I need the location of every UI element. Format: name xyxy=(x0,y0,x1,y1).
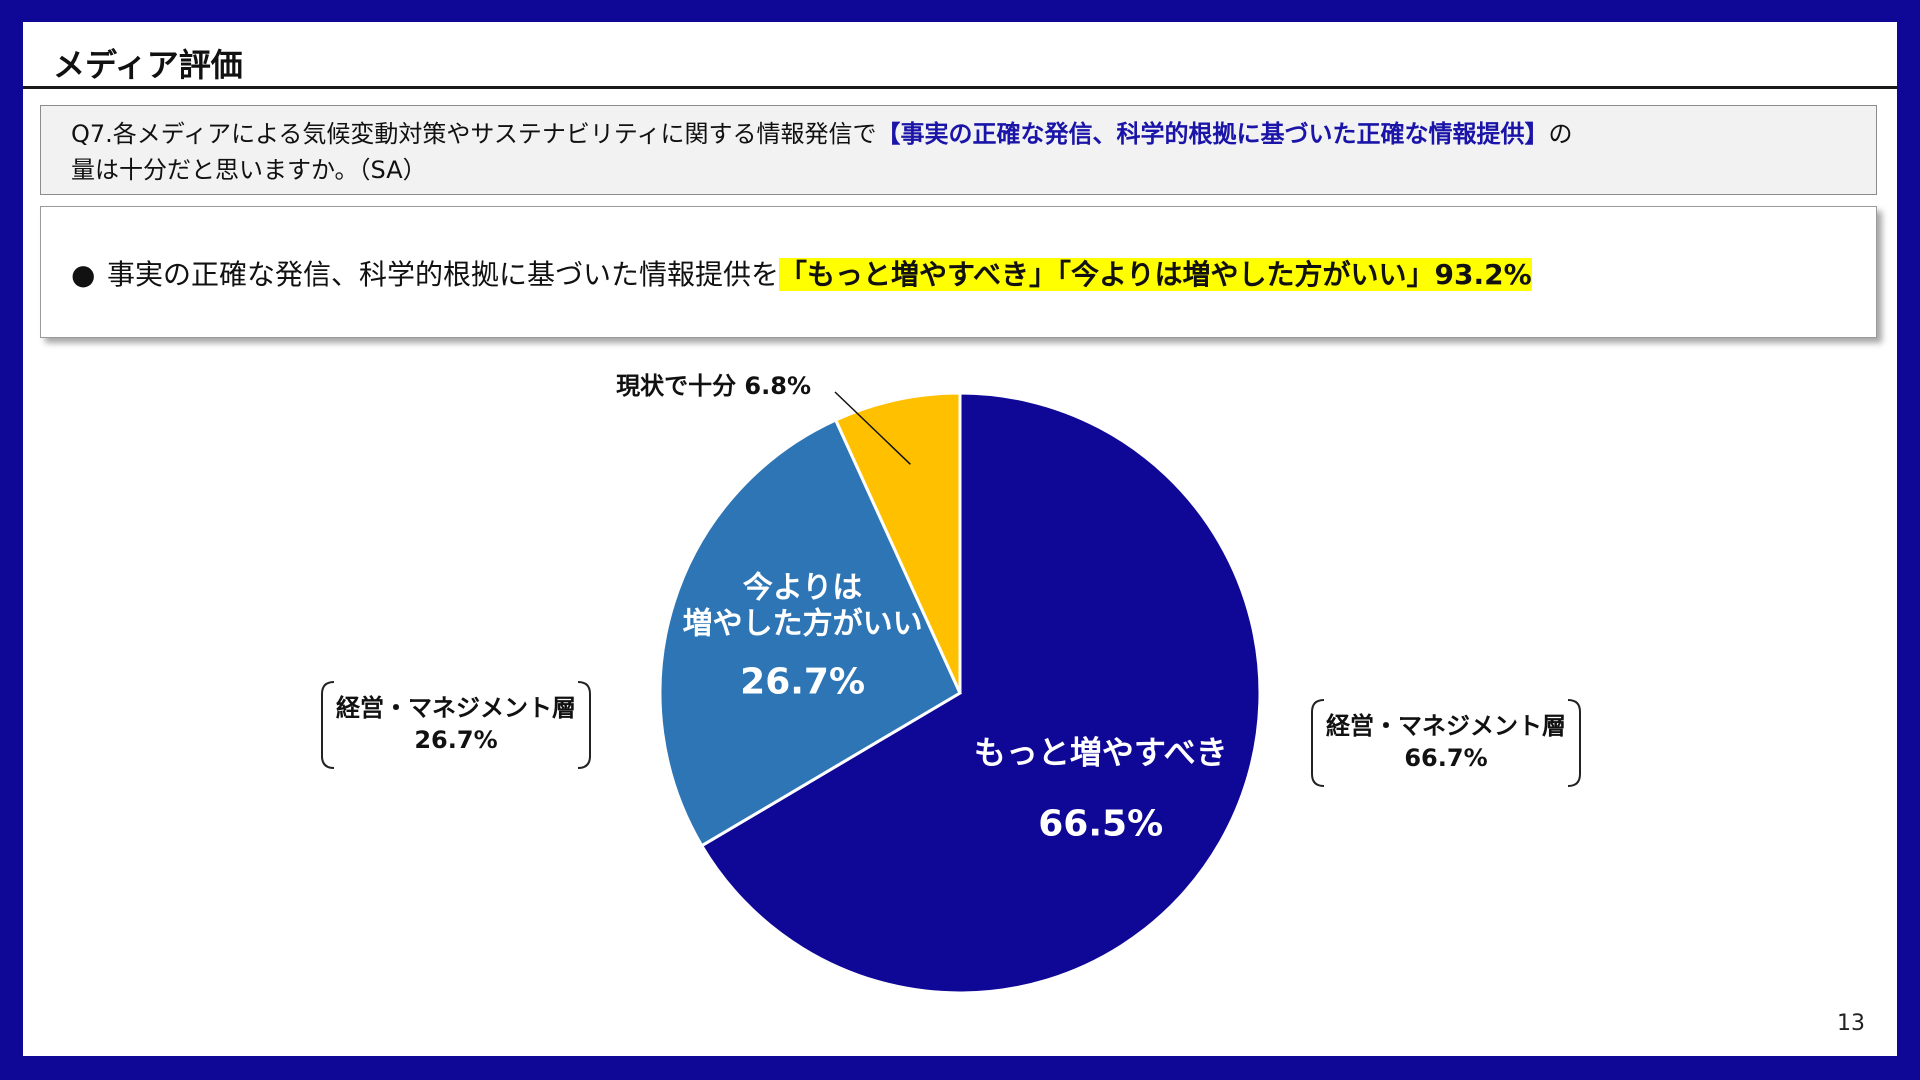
pie-slice xyxy=(658,417,962,848)
summary-text: 事実の正確な発信、科学的根拠に基づいた情報提供を xyxy=(107,258,780,291)
question-prefix: Q7.各メディアによる気候変動対策やサステナビリティに関する情報発信で xyxy=(71,120,877,148)
title-divider xyxy=(23,86,1897,89)
question-suffix: の xyxy=(1548,120,1573,148)
slice-label: もっと増やすべき xyxy=(974,733,1228,771)
summary-box: ● 事実の正確な発信、科学的根拠に基づいた情報提供を「もっと増やすべき」「今よりは… xyxy=(40,206,1877,338)
bracket-icon xyxy=(321,681,591,769)
callout-right-line2: 66.7% xyxy=(1404,744,1488,772)
callout-left-line2: 26.7% xyxy=(414,726,498,754)
summary-line: ● 事実の正確な発信、科学的根拠に基づいた情報提供を「もっと増やすべき」「今よりは… xyxy=(71,253,1532,293)
slice-label: 増やした方がいい xyxy=(683,606,923,641)
question-highlight: 【事実の正確な発信、科学的根拠に基づいた正確な情報提供】 xyxy=(876,120,1549,148)
callout-right-line1: 経営・マネジメント層 xyxy=(1326,712,1566,740)
question-line2: 量は十分だと思いますか。（SA） xyxy=(71,156,427,184)
slice-value-label: 66.5% xyxy=(1038,803,1163,844)
slice-label: 今よりは xyxy=(743,570,862,605)
bullet-icon: ● xyxy=(71,258,96,291)
bracket-icon xyxy=(1311,699,1581,787)
page-number: 13 xyxy=(1837,1011,1865,1036)
slice-value-label: 26.7% xyxy=(740,661,865,702)
callout-right: 経営・マネジメント層 66.7% xyxy=(1310,698,1582,788)
summary-highlight: 「もっと増やすべき」「今よりは増やした方がいい」93.2% xyxy=(779,258,1532,291)
page-title: メディア評価 xyxy=(53,46,243,84)
callout-left-line1: 経営・マネジメント層 xyxy=(336,694,576,722)
pie-slice xyxy=(833,391,962,694)
question-box: Q7.各メディアによる気候変動対策やサステナビリティに関する情報発信で【事実の正… xyxy=(40,105,1877,195)
pie-slice xyxy=(699,391,1262,995)
slice-label: 現状で十分 6.8% xyxy=(616,372,811,400)
leader-line xyxy=(834,391,911,465)
callout-left: 経営・マネジメント層 26.7% xyxy=(320,680,592,770)
